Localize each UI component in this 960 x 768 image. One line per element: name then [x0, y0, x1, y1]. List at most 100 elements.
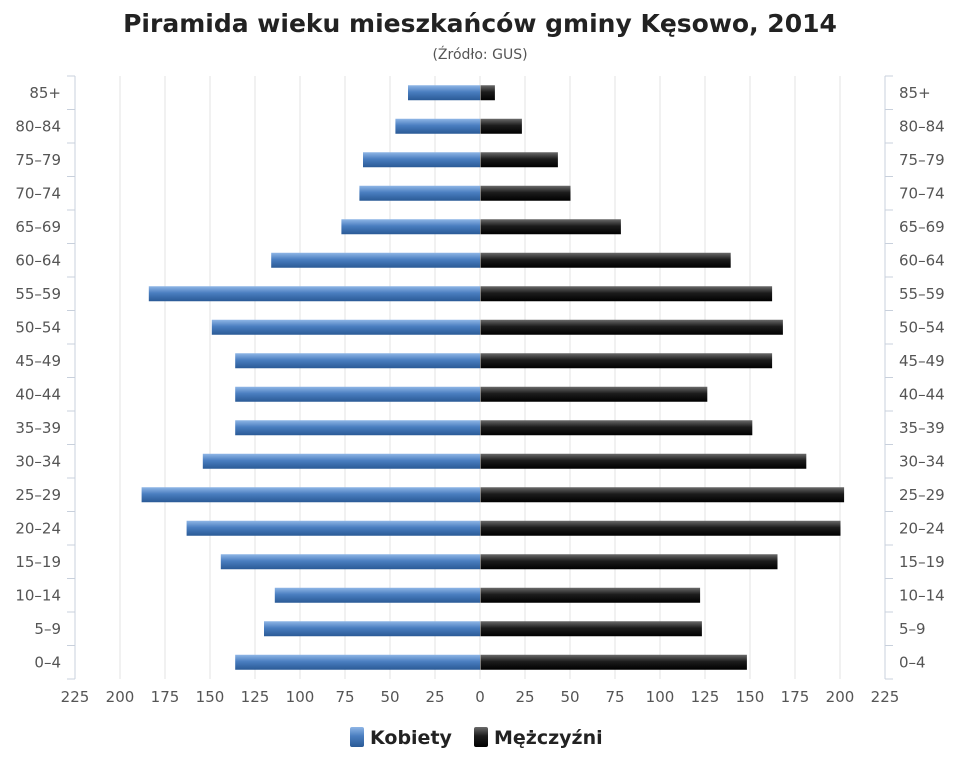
bar-men[interactable] — [480, 520, 841, 536]
bar-women[interactable] — [359, 185, 480, 201]
legend[interactable]: Kobiety Mężczyźni — [350, 727, 603, 749]
category-label-left: 85+ — [29, 84, 61, 102]
bar-women[interactable] — [235, 386, 480, 402]
bar-men[interactable] — [480, 621, 702, 637]
bar-men[interactable] — [480, 487, 845, 503]
x-tick-label: 125 — [691, 688, 720, 706]
legend-item-kobiety[interactable]: Kobiety — [350, 727, 453, 749]
bars — [141, 85, 845, 670]
bar-women[interactable] — [341, 219, 480, 235]
category-label-left: 5–9 — [34, 620, 61, 638]
legend-swatch — [474, 727, 488, 747]
bar-men[interactable] — [480, 453, 807, 469]
chart-title: Piramida wieku mieszkańców gminy Kęsowo,… — [123, 9, 837, 38]
bar-women[interactable] — [211, 319, 481, 335]
bar-women[interactable] — [141, 487, 480, 503]
category-label-right: 60–64 — [899, 251, 945, 269]
category-label-left: 70–74 — [15, 184, 61, 202]
bar-women[interactable] — [235, 420, 480, 436]
bar-men[interactable] — [480, 219, 621, 235]
x-tick-label: 175 — [781, 688, 810, 706]
category-label-right: 75–79 — [899, 151, 945, 169]
category-label-right: 85+ — [899, 84, 931, 102]
bar-women[interactable] — [264, 621, 480, 637]
bar-women[interactable] — [395, 118, 480, 134]
bar-women[interactable] — [274, 587, 480, 603]
bar-women[interactable] — [235, 654, 480, 670]
bar-men[interactable] — [480, 185, 571, 201]
x-tick-label: 200 — [106, 688, 135, 706]
category-label-right: 35–39 — [899, 419, 945, 437]
category-label-left: 50–54 — [15, 318, 61, 336]
bar-women[interactable] — [220, 554, 481, 570]
legend-label: Mężczyźni — [494, 727, 603, 749]
category-label-left: 30–34 — [15, 452, 61, 470]
bar-men[interactable] — [480, 118, 522, 134]
bar-men[interactable] — [480, 252, 731, 268]
x-tick-label: 100 — [646, 688, 675, 706]
category-label-right: 20–24 — [899, 519, 945, 537]
legend-item-mezczyzni[interactable]: Mężczyźni — [474, 727, 603, 749]
category-label-left: 40–44 — [15, 385, 61, 403]
category-label-right: 5–9 — [899, 620, 926, 638]
bar-women[interactable] — [202, 453, 481, 469]
bar-men[interactable] — [480, 654, 747, 670]
bar-women[interactable] — [271, 252, 480, 268]
bar-men[interactable] — [480, 386, 708, 402]
bar-men[interactable] — [480, 319, 783, 335]
bar-men[interactable] — [480, 420, 753, 436]
x-tick-label: 50 — [560, 688, 579, 706]
x-tick-label: 200 — [826, 688, 855, 706]
category-label-right: 50–54 — [899, 318, 945, 336]
bar-women[interactable] — [186, 520, 480, 536]
category-label-left: 65–69 — [15, 218, 61, 236]
x-tick-label: 175 — [151, 688, 180, 706]
category-label-right: 80–84 — [899, 117, 945, 135]
x-tick-label: 225 — [61, 688, 90, 706]
category-label-left: 0–4 — [34, 653, 61, 671]
category-label-left: 20–24 — [15, 519, 61, 537]
category-label-left: 35–39 — [15, 419, 61, 437]
category-label-right: 55–59 — [899, 285, 945, 303]
legend-label: Kobiety — [370, 727, 453, 749]
category-label-left: 55–59 — [15, 285, 61, 303]
x-tick-label: 150 — [736, 688, 765, 706]
bar-men[interactable] — [480, 152, 558, 168]
category-label-left: 15–19 — [15, 553, 61, 571]
category-label-left: 80–84 — [15, 117, 61, 135]
x-tick-label: 225 — [871, 688, 900, 706]
category-label-right: 0–4 — [899, 653, 926, 671]
category-label-right: 25–29 — [899, 486, 945, 504]
x-tick-label: 75 — [335, 688, 354, 706]
x-tick-label: 150 — [196, 688, 225, 706]
bar-women[interactable] — [408, 85, 480, 101]
x-tick-label: 100 — [286, 688, 315, 706]
grid — [74, 76, 886, 679]
bar-men[interactable] — [480, 286, 773, 302]
bar-women[interactable] — [363, 152, 480, 168]
bar-men[interactable] — [480, 554, 778, 570]
category-label-right: 30–34 — [899, 452, 945, 470]
x-tick-label: 125 — [241, 688, 270, 706]
category-label-left: 45–49 — [15, 352, 61, 370]
x-tick-label: 50 — [380, 688, 399, 706]
chart-subtitle: (Źródło: GUS) — [432, 45, 527, 63]
category-label-right: 70–74 — [899, 184, 945, 202]
category-label-left: 10–14 — [15, 586, 61, 604]
x-tick-label: 75 — [605, 688, 624, 706]
x-tick-label: 25 — [425, 688, 444, 706]
category-label-right: 65–69 — [899, 218, 945, 236]
bar-women[interactable] — [148, 286, 481, 302]
axes: 225 200 175 150 125 100 75 50 25 0 25 50 75 100 125 150… — [15, 75, 945, 706]
bar-men[interactable] — [480, 587, 701, 603]
bar-women[interactable] — [235, 353, 480, 369]
category-label-left: 25–29 — [15, 486, 61, 504]
category-label-right: 45–49 — [899, 352, 945, 370]
bar-men[interactable] — [480, 85, 495, 101]
category-label-right: 10–14 — [899, 586, 945, 604]
x-tick-label: 0 — [475, 688, 485, 706]
category-label-left: 75–79 — [15, 151, 61, 169]
bar-men[interactable] — [480, 353, 773, 369]
